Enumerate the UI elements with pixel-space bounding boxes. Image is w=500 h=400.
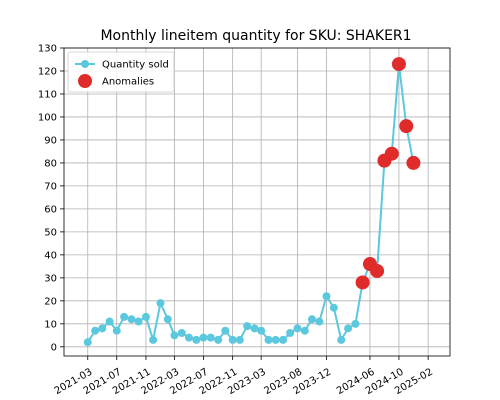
y-tick-label: 100 [38, 112, 57, 123]
anomaly-point [399, 119, 414, 134]
data-point [315, 317, 324, 326]
data-point [206, 333, 215, 342]
y-axis: 0 10 20 30 40 50 60 70 80 90 100 110 120 130 [38, 44, 64, 353]
y-tick-label: 30 [44, 273, 57, 284]
data-point [134, 317, 143, 326]
series-quantity-sold [83, 60, 418, 347]
y-tick-label: 80 [44, 158, 57, 169]
anomaly-point [355, 275, 370, 290]
data-point [192, 335, 201, 344]
anomaly-point [384, 146, 399, 161]
data-point [293, 324, 302, 333]
legend-label: Quantity sold [102, 60, 169, 71]
anomaly-point [406, 155, 421, 170]
plot-frame [63, 47, 451, 357]
y-tick-label: 120 [38, 66, 57, 77]
data-point [279, 335, 288, 344]
data-point [351, 319, 360, 328]
y-tick-label: 10 [44, 319, 57, 330]
data-point [250, 324, 259, 333]
y-tick-label: 70 [44, 181, 57, 192]
x-axis: 2021-032021-072021-112022-032022-072022-… [53, 356, 435, 397]
data-point [221, 326, 230, 335]
data-point [257, 326, 266, 335]
data-point [120, 312, 129, 321]
data-point [98, 324, 107, 333]
grid [64, 47, 450, 356]
y-tick-label: 50 [44, 227, 57, 238]
legend-anomaly-swatch [78, 74, 92, 88]
y-tick-label: 60 [44, 204, 57, 215]
data-point [243, 322, 252, 331]
y-tick-label: 20 [44, 296, 57, 307]
y-tick-label: 110 [38, 89, 57, 100]
y-tick-label: 130 [38, 44, 57, 55]
data-point [264, 335, 273, 344]
data-point [105, 317, 114, 326]
data-point [214, 335, 223, 344]
data-point [83, 338, 92, 347]
series-anomalies [355, 57, 421, 290]
chart-title: Monthly lineitem quantity for SKU: SHAKE… [100, 28, 411, 44]
data-point [307, 315, 316, 324]
data-point [322, 292, 331, 301]
data-point [271, 335, 280, 344]
data-point [127, 315, 136, 324]
data-point [286, 329, 295, 338]
data-point [177, 329, 186, 338]
data-point [149, 335, 158, 344]
data-point [163, 315, 172, 324]
data-point [235, 335, 244, 344]
data-point [184, 333, 193, 342]
data-point [199, 333, 208, 342]
data-point [156, 299, 165, 308]
data-point [112, 326, 121, 335]
y-tick-label: 0 [51, 342, 57, 353]
data-point [141, 312, 150, 321]
anomaly-point [370, 263, 385, 278]
data-point [228, 335, 237, 344]
legend-label: Anomalies [102, 77, 154, 88]
y-tick-label: 40 [44, 250, 57, 261]
data-point [344, 324, 353, 333]
legend-box [67, 51, 175, 93]
data-point [170, 331, 179, 340]
data-point [337, 335, 346, 344]
data-point [91, 326, 100, 335]
data-point [300, 326, 309, 335]
legend-marker-swatch [81, 60, 89, 68]
anomaly-point [391, 57, 406, 72]
data-point [329, 303, 338, 312]
y-tick-label: 90 [44, 135, 57, 146]
legend: Quantity sold Anomalies [67, 51, 175, 93]
